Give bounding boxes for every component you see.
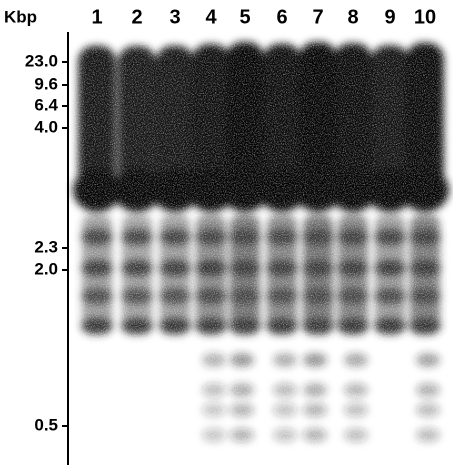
marker-label: 2.3 — [34, 237, 58, 256]
lane-number: 2 — [131, 6, 142, 28]
unit-label: Kbp — [4, 7, 37, 26]
gel-grain — [72, 40, 453, 465]
lane-number: 8 — [347, 6, 358, 28]
lane-number: 7 — [312, 6, 323, 28]
lane-number: 9 — [384, 6, 395, 28]
marker-label: 6.4 — [34, 95, 58, 114]
marker-label: 2.0 — [34, 259, 58, 278]
lane-number: 4 — [205, 6, 217, 28]
lane-number: 10 — [414, 6, 436, 28]
marker-label: 9.6 — [34, 74, 58, 93]
lane-number: 1 — [91, 6, 102, 28]
lane-number: 6 — [276, 6, 287, 28]
marker-label: 23.0 — [25, 51, 58, 70]
marker-label: 0.5 — [34, 415, 58, 434]
marker-label: 4.0 — [34, 117, 58, 136]
lane-number: 5 — [239, 6, 250, 28]
lane-number: 3 — [169, 6, 180, 28]
